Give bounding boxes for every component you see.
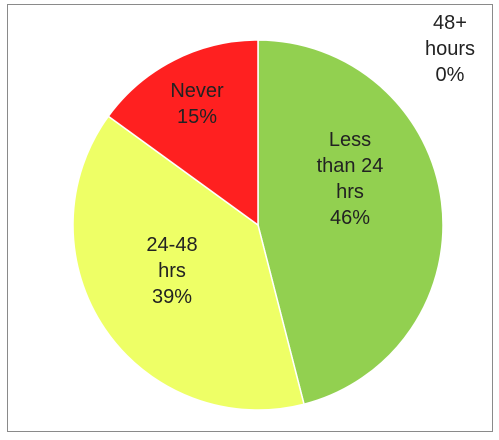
slice-label-line: 39% bbox=[152, 286, 192, 308]
slice-label-line: than 24 bbox=[317, 155, 384, 177]
slice-label-line: hrs bbox=[336, 181, 364, 203]
pie-slice-less-than-24-hrs bbox=[257, 39, 444, 406]
pie-slice-never bbox=[107, 39, 259, 227]
slice-label-less-than-24-hrs: Less than 24 hrs 46% bbox=[317, 129, 384, 229]
slice-label-line: 48+ bbox=[433, 12, 467, 34]
slice-label-line: 0% bbox=[436, 64, 465, 86]
slice-label-line: 24-48 bbox=[146, 234, 197, 256]
slice-label-line: hrs bbox=[158, 260, 186, 282]
pie-labels: Less than 24 hrs 46% 24-48 hrs 39% Never 15% 48+ h… bbox=[146, 12, 475, 308]
slice-label-48-hours: 48+ hours 0% bbox=[425, 12, 475, 86]
slice-label-never: Never 15% bbox=[170, 80, 224, 128]
slice-label-line: Never bbox=[170, 80, 224, 102]
slice-label-line: 46% bbox=[330, 207, 370, 229]
slice-label-line: hours bbox=[425, 38, 475, 60]
slice-label-24-48-hrs: 24-48 hrs 39% bbox=[146, 234, 197, 308]
pie-slice-24-48-hrs bbox=[72, 115, 305, 411]
slice-label-line: Less bbox=[329, 129, 371, 151]
pie-slices bbox=[72, 39, 444, 411]
slice-label-line: 15% bbox=[177, 106, 217, 128]
